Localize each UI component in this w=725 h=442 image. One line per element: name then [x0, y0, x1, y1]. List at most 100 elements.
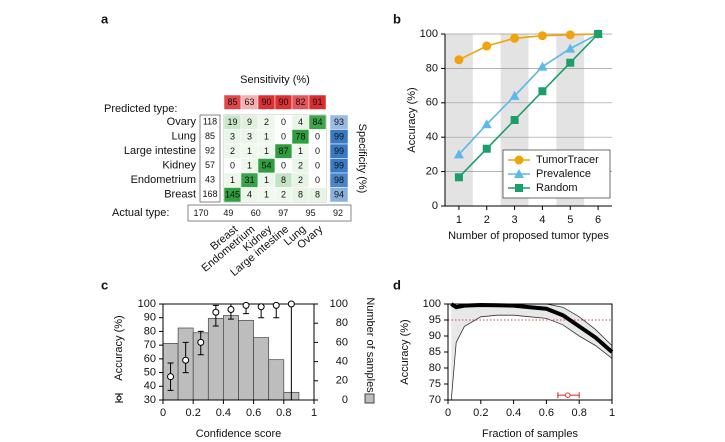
matrix-label: 1 — [298, 146, 303, 156]
matrix-label: 87 — [278, 146, 288, 156]
matrix-label: 0 — [281, 161, 286, 171]
y-axis-label: Accuracy (%) — [113, 315, 125, 380]
y-tick-label: 80 — [429, 362, 441, 374]
matrix-label: 8 — [298, 190, 303, 200]
interval-center — [564, 392, 571, 399]
panel-label: b — [393, 11, 401, 26]
marker — [510, 116, 519, 124]
marker — [454, 55, 464, 65]
sensitivity-label: 82 — [295, 97, 305, 107]
x-tick-label: 0.4 — [506, 407, 521, 419]
legend-marker — [515, 184, 523, 192]
specificity-cell — [329, 187, 349, 203]
histogram-bar — [268, 359, 285, 401]
x-tick-label: 0.2 — [186, 407, 201, 419]
matrix-label: 19 — [227, 117, 237, 127]
accuracy-point — [197, 338, 205, 346]
row-label: Lung — [172, 131, 196, 143]
y-tick-label: 20 — [426, 166, 438, 178]
row-total: 168 — [202, 189, 217, 199]
y-tick-label: 40 — [144, 380, 156, 392]
y-tick-label: 100 — [138, 298, 156, 310]
row-total: 92 — [205, 146, 215, 156]
marker — [565, 43, 576, 53]
marker — [566, 58, 575, 67]
series-line — [458, 33, 599, 61]
x-tick-label: 2 — [484, 214, 490, 226]
marker — [509, 90, 520, 100]
legend-marker — [514, 155, 524, 165]
row-total: 57 — [205, 160, 215, 170]
x-tick-label: 6 — [595, 214, 601, 226]
y-tick-label: 80 — [426, 62, 438, 74]
y-tick-label: 90 — [144, 312, 156, 324]
sensitivity-label: 90 — [261, 97, 271, 107]
marker — [482, 144, 491, 153]
matrix-label: 0 — [281, 117, 286, 127]
x-axis-label: Number of proposed tumor types — [448, 230, 609, 242]
x-tick-label: 0 — [160, 407, 166, 419]
x-tick-label: 1 — [609, 407, 615, 419]
y-tick-label: 70 — [144, 339, 156, 351]
matrix-label: 8 — [281, 175, 286, 185]
histogram-bar — [238, 319, 254, 401]
row-label: Ovary — [167, 116, 197, 128]
matrix-label: 0 — [315, 132, 320, 142]
row-total: 118 — [203, 117, 217, 127]
matrix-label: 1 — [264, 190, 269, 200]
specificity-label: 99 — [334, 132, 344, 142]
x-axis-label: Confidence score — [196, 428, 282, 440]
accuracy-point — [227, 305, 235, 313]
y-tick-label: 85 — [429, 346, 441, 358]
row-label: Large intestine — [124, 145, 196, 157]
y-tick-label: 30 — [144, 394, 156, 406]
matrix-label: 2 — [230, 146, 235, 156]
x-tick-label: 1 — [456, 214, 462, 226]
y2-tick-label: 60 — [336, 336, 348, 348]
series-line — [458, 33, 599, 178]
y-tick-label: 75 — [429, 378, 441, 390]
x-tick-label: 0.8 — [572, 407, 587, 419]
matrix-label: 3 — [230, 132, 235, 142]
bar-icon — [364, 393, 375, 404]
matrix-label: 3 — [247, 132, 252, 142]
y-tick-label: 100 — [420, 28, 438, 40]
x-tick-label: 0 — [445, 407, 451, 419]
marker — [537, 31, 547, 41]
matrix-label: 4 — [298, 117, 303, 127]
x-tick-label: 0.6 — [246, 407, 261, 419]
accuracy-point — [167, 373, 175, 381]
panel-label: a — [101, 11, 109, 26]
plot-frame — [162, 303, 315, 401]
matrix-label: 1 — [264, 175, 269, 185]
matrix-label: 1 — [264, 132, 269, 142]
matrix-label: 31 — [244, 175, 254, 185]
matrix-label: 1 — [247, 161, 252, 171]
accuracy-point — [287, 300, 295, 308]
histogram-bar — [207, 318, 224, 401]
col-axis-label: Actual type: — [112, 207, 169, 219]
matrix-label: 0 — [315, 146, 320, 156]
panel-label: d — [393, 277, 401, 292]
y2-tick-label: 0 — [342, 394, 348, 406]
y2-axis-label: Number of samples — [364, 297, 376, 393]
legend-marker — [514, 169, 524, 178]
x-tick-label: 0.8 — [276, 407, 291, 419]
matrix-label: 1 — [247, 146, 252, 156]
accuracy-point — [242, 301, 250, 309]
marker — [510, 33, 520, 43]
marker — [565, 30, 575, 40]
y2-tick-label: 40 — [336, 356, 348, 368]
specificity-label: 94 — [334, 190, 344, 200]
matrix-label: 0 — [315, 161, 320, 171]
row-totals-box — [199, 114, 221, 203]
marker — [594, 30, 603, 38]
row-label: Kidney — [162, 160, 196, 172]
marker — [453, 149, 464, 159]
marker — [482, 41, 492, 51]
error-bar-icon — [116, 395, 122, 401]
y2-tick-label: 20 — [336, 375, 348, 387]
x-tick-label: 0.2 — [473, 407, 488, 419]
x-tick-label: 0.4 — [216, 407, 231, 419]
matrix-label: 2 — [281, 190, 286, 200]
